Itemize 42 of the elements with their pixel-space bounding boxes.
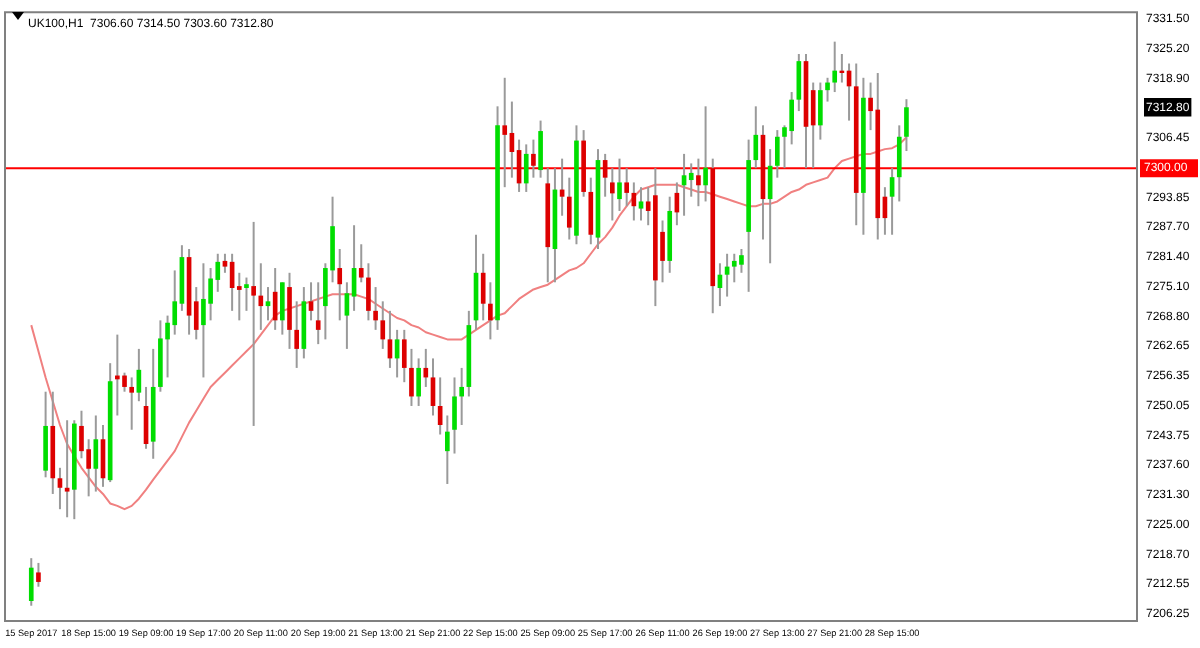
candlestick bbox=[208, 267, 213, 322]
candlestick bbox=[280, 281, 285, 336]
candlestick bbox=[739, 248, 744, 274]
candlestick bbox=[566, 176, 572, 241]
candlestick bbox=[93, 414, 99, 493]
candlestick bbox=[609, 167, 615, 222]
candlestick bbox=[122, 371, 127, 393]
candlestick bbox=[57, 466, 63, 511]
candlestick bbox=[28, 557, 34, 607]
candlestick bbox=[538, 119, 543, 179]
candlestick bbox=[409, 347, 414, 407]
candlestick bbox=[201, 262, 206, 379]
candlestick bbox=[129, 376, 135, 431]
candlestick bbox=[617, 157, 622, 212]
candlestick bbox=[423, 347, 429, 388]
candlestick bbox=[731, 252, 737, 284]
candlestick bbox=[703, 105, 708, 203]
candlestick bbox=[696, 157, 701, 208]
candlestick bbox=[638, 186, 644, 222]
candlestick bbox=[373, 286, 378, 331]
candlestick bbox=[624, 167, 629, 208]
candlestick bbox=[688, 162, 694, 198]
candlestick bbox=[366, 262, 371, 322]
candlestick bbox=[774, 129, 780, 179]
candlestick bbox=[265, 286, 271, 322]
candlestick bbox=[251, 220, 256, 427]
candlestick bbox=[832, 40, 838, 94]
candlestick bbox=[308, 281, 314, 322]
candlestick bbox=[531, 138, 536, 179]
candlestick bbox=[452, 376, 457, 455]
candlestick bbox=[287, 271, 292, 350]
candlestick bbox=[416, 357, 421, 407]
candlestick bbox=[825, 76, 830, 103]
candlestick bbox=[445, 414, 450, 485]
candlestick bbox=[488, 281, 493, 341]
candlestick bbox=[36, 561, 41, 588]
candlestick bbox=[43, 390, 48, 479]
candlestick bbox=[502, 76, 508, 189]
candlestick bbox=[523, 143, 529, 193]
candlestick bbox=[789, 91, 794, 146]
candlestick bbox=[818, 81, 823, 141]
candlestick bbox=[244, 276, 249, 312]
